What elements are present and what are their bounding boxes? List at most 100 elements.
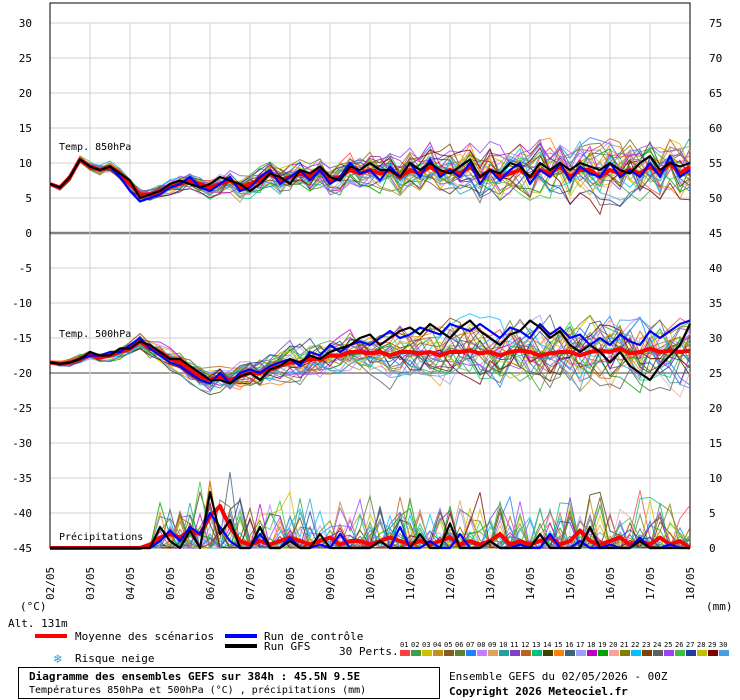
- series-0-precip-line: [50, 504, 692, 550]
- pert-legend-number: 02: [411, 641, 419, 649]
- right-tick-label: 35: [709, 297, 722, 310]
- pert-legend-swatch: [411, 650, 421, 656]
- pert-legend-number: 10: [499, 641, 507, 649]
- x-tick-label: 05/05: [164, 567, 177, 600]
- legend-mean-label: Moyenne des scénarios: [75, 630, 214, 643]
- t500-panel-label: Temp. 500hPa: [59, 329, 131, 340]
- precip-panel-label: Précipitations: [59, 531, 143, 543]
- pert-legend-swatch: [609, 650, 619, 656]
- x-tick-label: 10/05: [364, 567, 377, 600]
- pert-legend-number: 03: [422, 641, 430, 649]
- pert-legend-swatch: [543, 650, 553, 656]
- x-tick-label: 15/05: [564, 567, 577, 600]
- x-tick-label: 14/05: [524, 567, 537, 600]
- left-tick-label: -45: [12, 542, 32, 555]
- pert-legend-swatch: [664, 650, 674, 656]
- left-tick-label: 30: [19, 17, 32, 30]
- right-tick-label: 15: [709, 437, 722, 450]
- pert-legend-number: 06: [455, 641, 463, 649]
- series-2-t500-line: [49, 319, 691, 385]
- x-tick-label: 16/05: [604, 567, 617, 600]
- pert-legend-swatch: [598, 650, 608, 656]
- left-tick-label: -35: [12, 472, 32, 485]
- pert-legend-swatch: [653, 650, 663, 656]
- pert-legend-swatch: [576, 650, 586, 656]
- x-tick-label: 17/05: [644, 567, 657, 600]
- pert-25-t850-line: [49, 138, 691, 196]
- snowflake-icon: ❄: [53, 652, 62, 665]
- pert-legend-number: 13: [532, 641, 540, 649]
- legend-gfs-label: Run GFS: [264, 640, 310, 653]
- pert-legend-swatch: [477, 650, 487, 656]
- legend: Moyenne des scénarios Run de contrôle Ru…: [35, 630, 729, 665]
- pert-legend-number: 14: [543, 641, 551, 649]
- pert-legend-swatch: [620, 650, 630, 656]
- pert-legend-number: 18: [587, 641, 595, 649]
- altitude-label: Alt. 131m: [8, 617, 68, 630]
- x-tick-label: 03/05: [84, 567, 97, 600]
- series-1-t850-line: [49, 154, 691, 203]
- pert-legend-number: 23: [642, 641, 650, 649]
- footer-title-box: Diagramme des ensembles GEFS sur 384h : …: [18, 667, 440, 699]
- right-tick-label: 55: [709, 157, 722, 170]
- pert-legend-number: 17: [576, 641, 584, 649]
- pert-legend-number: 07: [466, 641, 474, 649]
- series-1-t500-line: [49, 319, 691, 385]
- pert-legend-number: 12: [521, 641, 529, 649]
- pert-legend-number: 15: [554, 641, 562, 649]
- right-tick-label: 50: [709, 192, 722, 205]
- right-tick-label: 65: [709, 87, 722, 100]
- right-tick-label: 60: [709, 122, 722, 135]
- t850-panel-label: Temp. 850hPa: [59, 142, 131, 153]
- axes: (°C) (mm) Alt. 131m Temp. 850hPa Temp. 5…: [8, 17, 733, 630]
- pert-legend-swatch: [708, 650, 718, 656]
- pert-legend-number: 19: [598, 641, 606, 649]
- left-tick-label: 20: [19, 87, 32, 100]
- pert-24-t850-line: [49, 146, 691, 207]
- main-series-lines: [49, 154, 692, 550]
- pert-legend-swatch: [521, 650, 531, 656]
- right-tick-label: 0: [709, 542, 716, 555]
- x-tick-label: 11/05: [404, 567, 417, 600]
- x-tick-label: 08/05: [284, 567, 297, 600]
- x-tick-label: 02/05: [44, 567, 57, 600]
- left-tick-label: -5: [19, 262, 32, 275]
- pert-legend-number: 04: [433, 641, 441, 649]
- x-tick-label: 06/05: [204, 567, 217, 600]
- left-tick-label: -40: [12, 507, 32, 520]
- pert-legend-number: 20: [609, 641, 617, 649]
- pert-legend-number: 25: [664, 641, 672, 649]
- left-tick-label: 5: [25, 192, 32, 205]
- x-tick-label: 07/05: [244, 567, 257, 600]
- left-tick-label: 25: [19, 52, 32, 65]
- footer-title: Diagramme des ensembles GEFS sur 384h : …: [29, 670, 361, 683]
- pert-legend-number: 28: [697, 641, 705, 649]
- right-tick-label: 45: [709, 227, 722, 240]
- pert-legend-number: 22: [631, 641, 639, 649]
- pert-legend-swatch: [565, 650, 575, 656]
- pert-legend-number: 16: [565, 641, 573, 649]
- x-tick-label: 13/05: [484, 567, 497, 600]
- pert-legend-number: 30: [719, 641, 727, 649]
- pert-legend-number: 26: [675, 641, 683, 649]
- copyright: Copyright 2026 Meteociel.fr: [449, 685, 628, 698]
- left-tick-label: 15: [19, 122, 32, 135]
- pert-legend-number: 11: [510, 641, 518, 649]
- pert-legend-swatch: [587, 650, 597, 656]
- pert-legend-number: 01: [400, 641, 408, 649]
- pert-legend-swatch: [499, 650, 509, 656]
- right-tick-label: 75: [709, 17, 722, 30]
- pert-legend-swatch: [466, 650, 476, 656]
- right-tick-label: 30: [709, 332, 722, 345]
- legend-control-label: Run de contrôle: [264, 630, 363, 643]
- pert-legend-swatch: [455, 650, 465, 656]
- pert-legend-swatch: [488, 650, 498, 656]
- perturbation-legend: 01 02 03 04 05 06 07 08 09 10 11 12 13 14 15 16 17 18 19 20…: [400, 641, 729, 656]
- x-tick-label: 12/05: [444, 567, 457, 600]
- footer-subtitle: Températures 850hPa et 500hPa (°C) , pré…: [29, 685, 367, 696]
- pert-legend-swatch: [631, 650, 641, 656]
- right-tick-label: 20: [709, 402, 722, 415]
- legend-snow-label: Risque neige: [75, 652, 154, 665]
- pert-legend-swatch: [422, 650, 432, 656]
- x-tick-label: 04/05: [124, 567, 137, 600]
